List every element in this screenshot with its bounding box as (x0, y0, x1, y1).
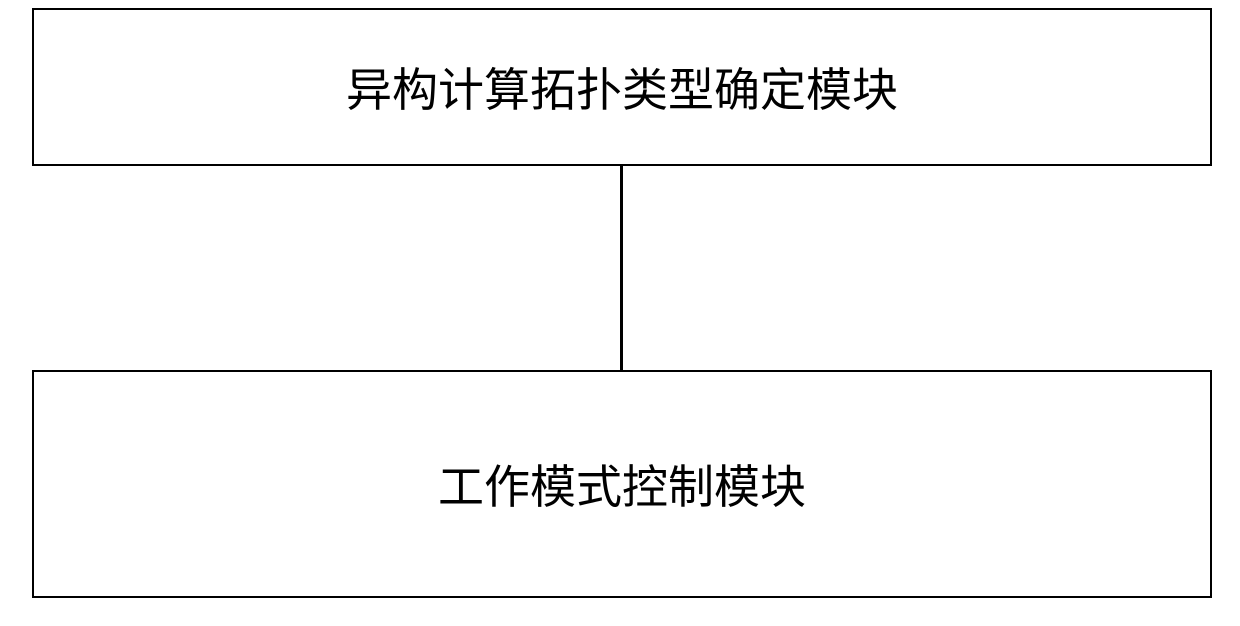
node-bottom-label: 工作模式控制模块 (438, 451, 806, 517)
node-topology-type-determination-module: 异构计算拓扑类型确定模块 (32, 8, 1212, 166)
node-work-mode-control-module: 工作模式控制模块 (32, 370, 1212, 598)
node-top-label: 异构计算拓扑类型确定模块 (346, 54, 898, 120)
diagram-canvas: 异构计算拓扑类型确定模块 工作模式控制模块 (0, 0, 1240, 626)
edge-top-to-bottom (620, 166, 623, 370)
